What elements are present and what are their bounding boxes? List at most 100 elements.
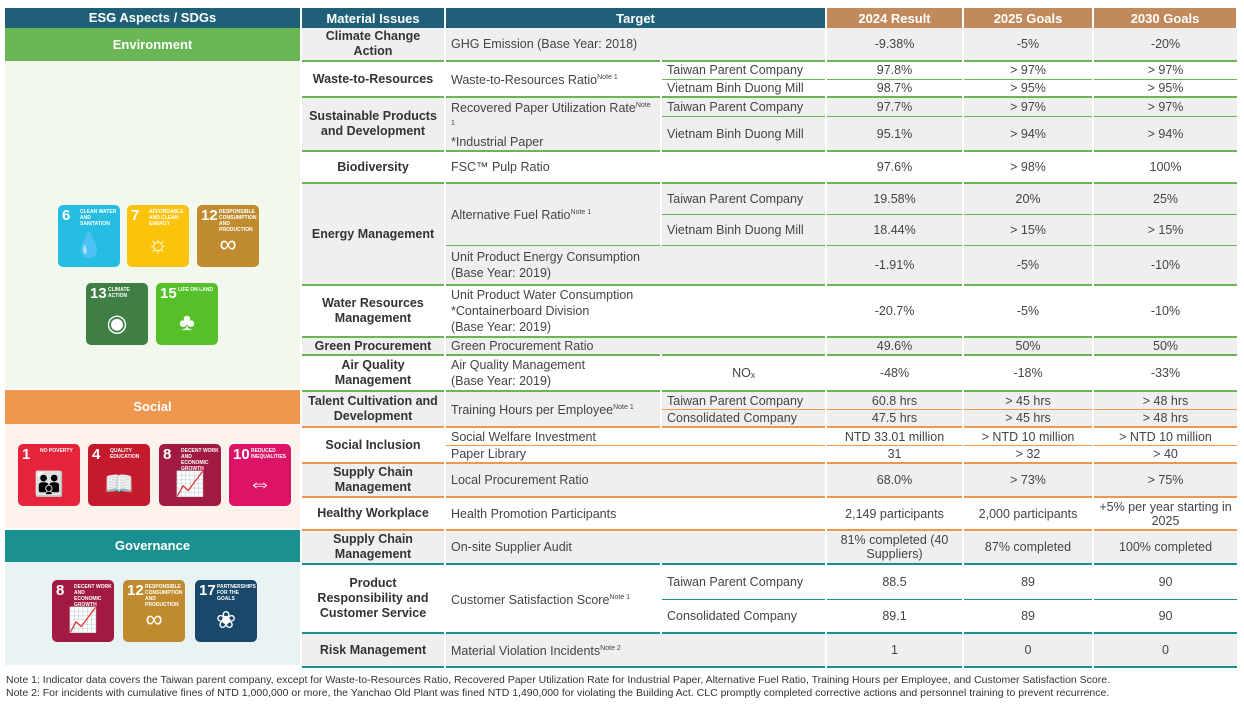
goal-2030: 50% [1092, 337, 1238, 356]
goal-2025: > 15% [962, 214, 1094, 246]
material-issue: Waste-to-Resources [302, 61, 446, 97]
material-issue: Water Resources Management [302, 285, 446, 338]
goal-2030: > 15% [1092, 214, 1238, 246]
sdg-number: 15 [160, 285, 177, 302]
goal-2025: > 94% [962, 116, 1094, 152]
entity: Taiwan Parent Company [659, 61, 827, 79]
result-2024: 95.1% [825, 116, 964, 152]
goal-2030: -10% [1092, 285, 1238, 338]
goal-2030: > 48 hrs [1092, 409, 1238, 428]
target-text: Recovered Paper Utilization Rate [451, 101, 636, 116]
target-text: Air Quality Management (Base Year: 2019) [451, 358, 586, 389]
material-issues-table: Material Issues Target 2024 Result 2025 … [302, 8, 1239, 668]
sdg-1-tile: 1 NO POVERTY 👪 [18, 444, 80, 506]
goal-2025: 89 [962, 599, 1094, 634]
goal-2025: 50% [962, 337, 1094, 356]
goal-2030: > 97% [1092, 97, 1238, 117]
growth-chart-icon: 📈 [175, 471, 205, 498]
result-2024: 97.6% [825, 151, 964, 184]
goal-2030: > 97% [1092, 61, 1238, 79]
sdg-label: CLIMATE ACTION [108, 287, 130, 299]
sdg-label: DECENT WORK AND ECONOMIC GROWTH [74, 584, 112, 608]
infinity-icon: ∞ [145, 606, 163, 633]
book-icon: 📖 [104, 471, 134, 498]
result-2024: 18.44% [825, 214, 964, 246]
target-text: Customer Satisfaction Score [451, 592, 610, 607]
sdg-label: RESPONSIBLE CONSUMPTION AND PRODUCTION [145, 584, 183, 608]
material-issue: Healthy Workplace [302, 497, 446, 531]
sdg-number: 10 [233, 446, 250, 463]
sdg-7-tile: 7 AFFORDABLE AND CLEAN ENERGY ☼ [127, 205, 189, 267]
target-text: Unit Product Energy Consumption (Base Ye… [451, 250, 640, 281]
target-subtext: *Industrial Paper [451, 135, 544, 150]
table-row: Supply Chain Management Local Procurement… [302, 463, 1238, 498]
family-icon: 👪 [34, 471, 64, 498]
sun-icon: ☼ [147, 231, 169, 258]
goal-2030: +5% per year starting in 2025 [1092, 497, 1238, 531]
sdg-10-tile: 10 REDUCED INEQUALITIES ⇔ [229, 444, 291, 506]
table-row: Climate Change Action GHG Emission (Base … [302, 28, 1238, 61]
table-row: Water Resources Management Unit Product W… [302, 285, 1238, 338]
governance-section-header: Governance [5, 530, 300, 562]
target-label: Local Procurement Ratio [445, 463, 826, 497]
target-label: Green Procurement Ratio [445, 337, 826, 355]
tree-icon: ♣ [179, 309, 195, 336]
goal-2025: 87% completed [962, 530, 1094, 565]
sdg-8-tile: 8 DECENT WORK AND ECONOMIC GROWTH 📈 [52, 580, 114, 642]
sdg-12-tile: 12 RESPONSIBLE CONSUMPTION AND PRODUCTION… [123, 580, 185, 642]
target-label: Paper Library [445, 445, 826, 463]
target-label: Unit Product Water Consumption *Containe… [445, 285, 826, 337]
material-issue: Product Responsibility and Customer Serv… [302, 564, 446, 634]
target-label: Unit Product Energy Consumption (Base Ye… [445, 245, 826, 285]
material-issue: Sustainable Products and Development [302, 97, 446, 152]
goal-2025: > 95% [962, 79, 1094, 97]
table-row: Talent Cultivation and Development Traini… [302, 391, 1238, 428]
entity: Consolidated Company [659, 599, 827, 634]
sdg-number: 17 [199, 582, 216, 599]
entity: Taiwan Parent Company [659, 564, 827, 600]
table-row: Energy Management Alternative Fuel RatioN… [302, 183, 1238, 286]
goal-2030: > 48 hrs [1092, 391, 1238, 410]
sdg-number: 7 [131, 207, 140, 224]
target-label: Waste-to-Resources RatioNote 1 [445, 61, 661, 97]
material-issue: Supply Chain Management [302, 530, 446, 565]
result-2024: NTD 33.01 million [825, 427, 964, 446]
sdg-label: DECENT WORK AND ECONOMIC GROWTH [181, 448, 219, 472]
entity: NOₓ [659, 355, 827, 392]
table-row: Risk Management Material Violation Incide… [302, 633, 1238, 668]
eye-globe-icon: ◉ [106, 310, 128, 337]
equality-icon: ⇔ [248, 470, 272, 497]
result-2024: 47.5 hrs [825, 409, 964, 428]
target-label: Material Violation IncidentsNote 2 [445, 633, 826, 667]
table-row: Sustainable Products and Development Reco… [302, 97, 1238, 152]
table-row: Social Inclusion Social Welfare Investmen… [302, 427, 1238, 464]
material-issue: Biodiversity [302, 151, 446, 184]
target-label: Recovered Paper Utilization RateNote 1 *I… [445, 97, 661, 151]
sdg-label: NO POVERTY [40, 448, 73, 454]
target-text: Social Welfare Investment [451, 429, 596, 444]
target-text: Unit Product Water Consumption *Containe… [451, 288, 634, 335]
header-2030-goals: 2030 Goals [1093, 8, 1239, 28]
target-text: Waste-to-Resources Ratio [451, 73, 598, 88]
target-text: Training Hours per Employee [451, 403, 614, 418]
sdg-label: PARTNERSHIPS FOR THE GOALS [217, 584, 256, 602]
result-2024: -20.7% [825, 285, 964, 338]
sdg-17-tile: 17 PARTNERSHIPS FOR THE GOALS ❀ [195, 580, 257, 642]
material-issue: Green Procurement [302, 337, 446, 356]
note-2: Note 2: For incidents with cumulative fi… [6, 687, 1110, 699]
target-text: Local Procurement Ratio [451, 473, 589, 488]
note-1: Note 1: Indicator data covers the Taiwan… [6, 674, 1111, 686]
note-ref: Note 1 [451, 102, 651, 128]
goal-2030: > 94% [1092, 116, 1238, 152]
goal-2030: > NTD 10 million [1092, 427, 1238, 446]
sdg-label: CLEAN WATER AND SANITATION [80, 209, 117, 227]
header-2025-goals: 2025 Goals [963, 8, 1095, 28]
sdg-number: 8 [163, 446, 172, 463]
header-2024-result: 2024 Result [826, 8, 965, 28]
result-2024: 1 [825, 633, 964, 668]
target-label: FSC™ Pulp Ratio [445, 151, 826, 183]
goal-2030: -33% [1092, 355, 1238, 392]
result-2024: 88.5 [825, 564, 964, 600]
header-target: Target [445, 8, 828, 28]
target-label: Alternative Fuel RatioNote 1 [445, 183, 661, 245]
